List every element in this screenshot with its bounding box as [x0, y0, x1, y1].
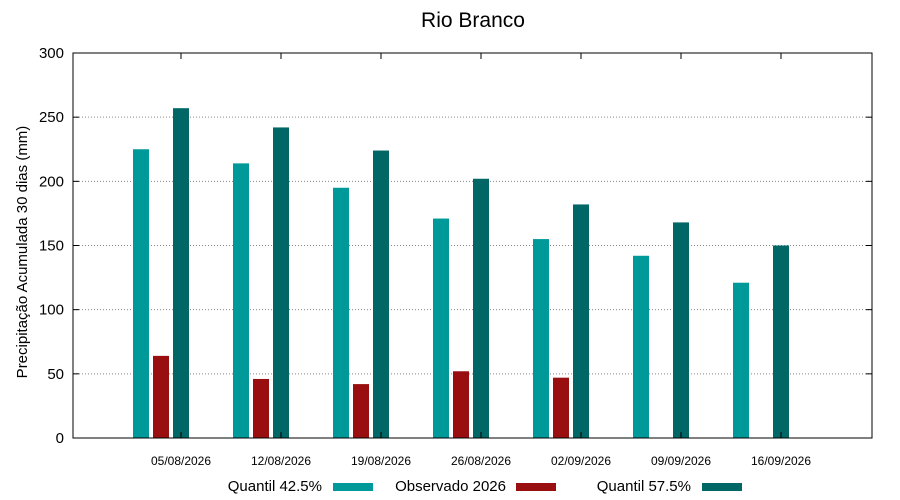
- bar-quantil-57-5: [473, 178, 489, 438]
- y-tick-label: 50: [47, 366, 64, 383]
- bar-quantil-42-5: [333, 187, 349, 438]
- bar-quantil-42-5: [433, 218, 449, 438]
- bar-quantil-42-5: [633, 255, 649, 438]
- bar-observado-2026: [353, 384, 369, 438]
- bar-quantil-57-5: [773, 245, 789, 438]
- bar-quantil-57-5: [173, 108, 189, 438]
- bar-observado-2026: [453, 371, 469, 438]
- bar-observado-2026: [153, 355, 169, 438]
- legend-swatch: [516, 483, 556, 491]
- x-tick-label: 19/08/2026: [351, 454, 411, 468]
- y-tick-label: 150: [39, 238, 64, 255]
- legend-label: Quantil 57.5%: [597, 478, 691, 495]
- y-tick-label: 250: [39, 109, 64, 126]
- bars: [133, 108, 789, 439]
- bar-quantil-57-5: [273, 127, 289, 438]
- bar-quantil-42-5: [133, 149, 149, 438]
- legend-swatch: [702, 483, 742, 491]
- bar-observado-2026: [553, 377, 569, 438]
- bar-observado-2026: [253, 378, 269, 438]
- x-tick-label: 02/09/2026: [551, 454, 611, 468]
- x-tick-label: 26/08/2026: [451, 454, 511, 468]
- bar-quantil-57-5: [573, 204, 589, 438]
- y-ticks: 0 50 100 150 200 250 300: [39, 45, 872, 447]
- bar-quantil-42-5: [233, 163, 249, 438]
- x-tick-label: 12/08/2026: [251, 454, 311, 468]
- bar-quantil-42-5: [533, 239, 549, 438]
- chart-title: Rio Branco: [421, 9, 525, 32]
- legend-label: Quantil 42.5%: [228, 478, 322, 495]
- x-tick-label: 05/08/2026: [151, 454, 211, 468]
- x-ticks: 05/08/2026 12/08/2026 19/08/2026 26/08/2026…: [151, 53, 811, 468]
- y-tick-label: 0: [56, 430, 64, 447]
- y-tick-label: 200: [39, 173, 64, 190]
- x-tick-label: 16/09/2026: [751, 454, 811, 468]
- legend-swatch: [333, 483, 373, 491]
- bar-quantil-57-5: [373, 150, 389, 439]
- y-axis-label: Precipitação Acumulada 30 dias (mm): [14, 126, 31, 379]
- x-tick-label: 09/09/2026: [651, 454, 711, 468]
- legend: Quantil 42.5% Observado 2026 Quantil 57.5%: [228, 478, 742, 495]
- bar-quantil-42-5: [733, 282, 749, 438]
- legend-label: Observado 2026: [395, 478, 506, 495]
- bar-quantil-57-5: [673, 222, 689, 438]
- grid: [73, 116, 872, 375]
- y-tick-label: 100: [39, 302, 64, 319]
- y-tick-label: 300: [39, 45, 64, 62]
